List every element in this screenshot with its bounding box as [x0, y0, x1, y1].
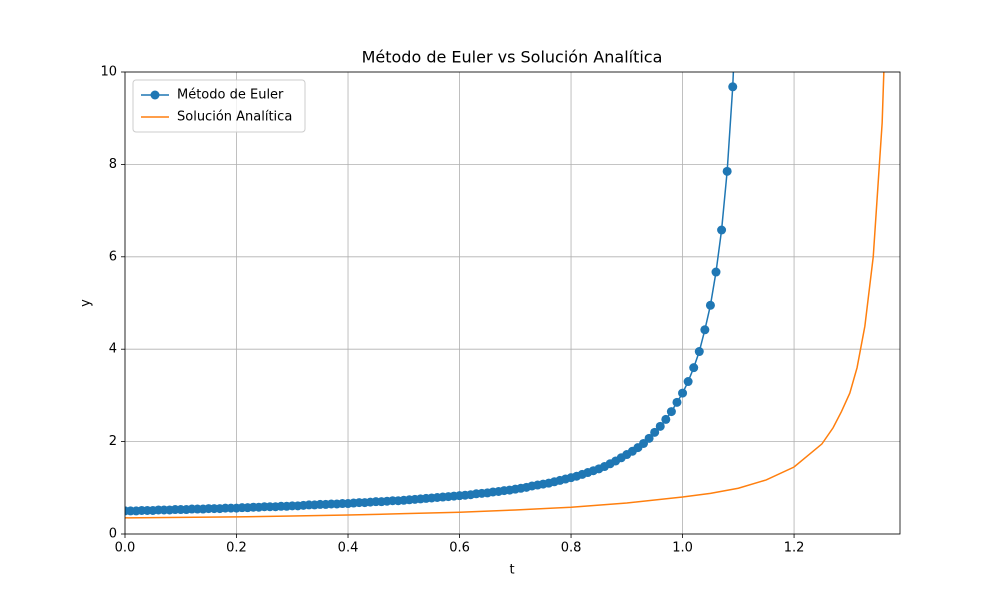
data-point — [644, 433, 654, 443]
plot-area — [125, 72, 885, 519]
data-point — [711, 267, 721, 277]
y-tick-label: 10 — [100, 65, 117, 80]
x-tick-label: 0.6 — [449, 541, 470, 556]
data-point — [672, 397, 682, 407]
legend-box — [132, 79, 306, 133]
data-point — [655, 421, 665, 431]
x-tick-label: 1.0 — [672, 541, 693, 556]
x-tick-label: 0.4 — [338, 541, 359, 556]
y-axis-label: y — [79, 299, 94, 307]
y-tick-label: 2 — [109, 434, 117, 449]
x-tick-label: 0.8 — [561, 541, 582, 556]
data-point — [666, 407, 676, 417]
grid — [124, 71, 900, 535]
data-point — [700, 325, 710, 335]
y-tick-label: 4 — [109, 342, 117, 357]
legend-label: Solución Analítica — [177, 110, 292, 125]
legend-label: Método de Euler — [177, 88, 284, 103]
x-tick-label: 0.0 — [115, 541, 136, 556]
x-tick-label: 0.2 — [226, 541, 247, 556]
x-axis-label: t — [509, 563, 514, 578]
data-point — [694, 347, 704, 357]
legend-marker — [150, 90, 160, 100]
data-point — [717, 225, 727, 235]
data-point — [650, 427, 660, 437]
data-point — [689, 363, 699, 373]
x-tick-label: 1.2 — [784, 541, 805, 556]
data-point — [722, 166, 732, 176]
data-point — [728, 82, 738, 92]
y-tick-label: 6 — [109, 249, 117, 264]
series-line — [125, 72, 885, 519]
chart-title: Método de Euler vs Solución Analítica — [362, 48, 663, 67]
y-tick-label: 0 — [109, 527, 117, 542]
data-point — [678, 388, 688, 398]
series-line — [125, 72, 735, 512]
axes-frame — [124, 71, 901, 535]
data-point — [661, 414, 671, 424]
legend: Método de Euler Solución Analítica — [132, 79, 306, 133]
y-tick-label: 8 — [109, 157, 117, 172]
data-point — [705, 300, 715, 310]
data-point — [683, 377, 693, 387]
